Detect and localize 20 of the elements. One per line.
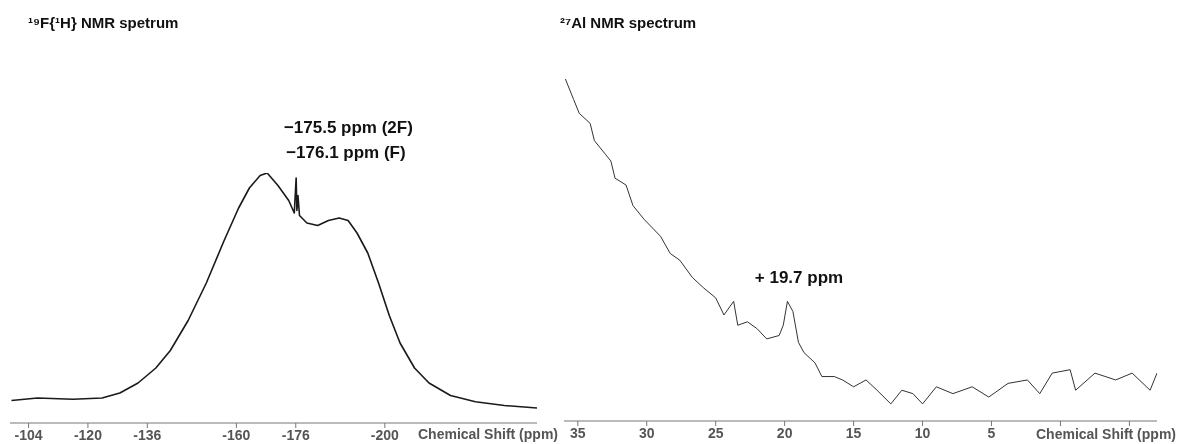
x-tick-label: 20 (776, 424, 793, 441)
x-tick-label: 15 (845, 424, 862, 441)
x-tick-label: 30 (638, 424, 655, 441)
x-tick-label: -160 (222, 426, 251, 443)
x-axis-title: Chemical Shift (ppm) (1031, 426, 1176, 442)
annotation: + 19.7 ppm (754, 268, 844, 288)
chart-title: ²⁷Al NMR spectrum (560, 14, 697, 31)
x-tick-label: 5 (987, 424, 996, 441)
x-tick-label: -176 (281, 426, 310, 443)
x-axis-title: Chemical Shift (ppm) (413, 426, 558, 442)
x-tick-label: -200 (370, 426, 400, 443)
chart-title: ¹⁹F{¹H} NMR spetrum (28, 14, 179, 31)
annotation: −176.1 ppm (F) (286, 143, 406, 162)
x-tick-label: -136 (133, 426, 162, 443)
x-tick-label: -104 (14, 426, 43, 443)
annotation: −175.5 ppm (2F) (283, 118, 413, 137)
x-tick-label: 35 (570, 424, 586, 441)
x-tick-label: 25 (707, 424, 724, 441)
x-tick-label: -120 (73, 426, 103, 443)
x-tick-label: 10 (914, 424, 931, 441)
